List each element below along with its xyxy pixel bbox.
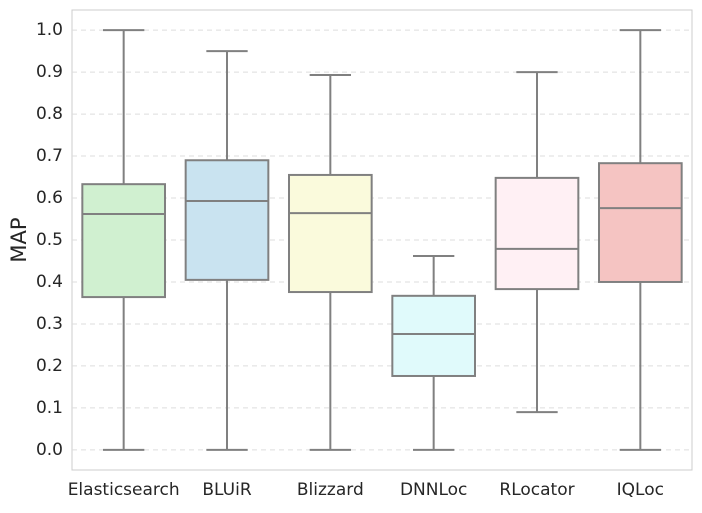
y-tick-label: 0.3 [36,314,63,334]
y-tick-label: 0.2 [36,356,63,376]
y-tick-label: 0.1 [36,398,63,418]
x-tick-label: IQLoc [617,480,664,500]
y-axis-label: MAP [7,217,31,262]
box [598,162,683,283]
y-tick-label: 0.4 [36,272,63,292]
y-tick-label: 0.5 [36,230,63,250]
box [391,294,477,377]
x-tick-label: RLocator [499,480,574,500]
y-tick-label: 0.6 [36,188,63,208]
y-tick-label: 0.7 [36,146,63,166]
x-tick-label: Elasticsearch [68,480,180,500]
box [494,176,580,291]
y-tick-label: 0.8 [36,104,63,124]
y-tick-label: 0.9 [36,62,63,82]
box [81,183,166,299]
x-tick-label: DNNLoc [400,480,467,500]
box [184,159,270,281]
x-tick-label: BLUiR [202,480,251,500]
y-tick-label: 0.0 [36,440,63,460]
box [288,173,373,294]
y-tick-label: 1.0 [36,20,63,40]
x-tick-label: Blizzard [297,480,364,500]
